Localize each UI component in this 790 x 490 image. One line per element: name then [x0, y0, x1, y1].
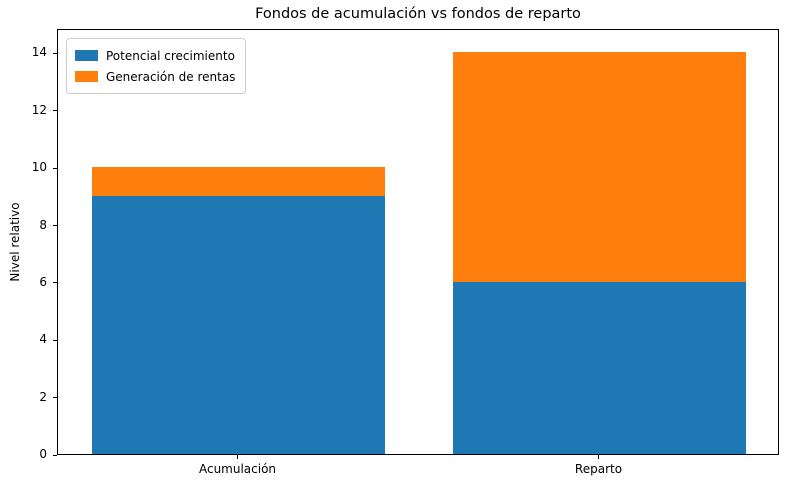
- bar-segment: [92, 195, 385, 454]
- y-tick-mark: [53, 339, 57, 341]
- bar-segment: [453, 281, 746, 454]
- x-tick-label: Reparto: [574, 462, 623, 476]
- legend-item: Generación de rentas: [75, 66, 235, 87]
- y-tick-label: 8: [39, 217, 47, 232]
- y-tick-label: 4: [39, 332, 47, 347]
- legend-item: Potencial crecimiento: [75, 45, 235, 66]
- y-tick-mark: [53, 52, 57, 54]
- x-tick-label: Acumulación: [198, 462, 277, 476]
- y-tick-mark: [53, 110, 57, 112]
- legend: Potencial crecimiento Generación de renta…: [66, 38, 247, 94]
- y-tick-label: 10: [31, 160, 47, 175]
- y-tick-label: 2: [39, 389, 47, 404]
- y-tick-mark: [53, 397, 57, 399]
- y-tick-mark: [53, 454, 57, 456]
- plot-area: Potencial crecimiento Generación de renta…: [57, 29, 779, 455]
- y-tick-label: 12: [31, 102, 47, 117]
- legend-item-label: Potencial crecimiento: [106, 48, 235, 63]
- y-tick-mark: [53, 167, 57, 169]
- legend-swatch: [75, 71, 98, 82]
- x-tick-mark: [598, 455, 599, 459]
- legend-swatch: [75, 50, 98, 61]
- bar-segment: [92, 167, 385, 196]
- x-tick-mark: [237, 455, 238, 459]
- legend-item-label: Generación de rentas: [106, 69, 236, 84]
- y-axis-label: Nivel relativo: [8, 202, 22, 282]
- y-tick-mark: [53, 282, 57, 284]
- bar-segment: [453, 52, 746, 282]
- y-tick-label: 14: [31, 45, 47, 60]
- y-tick-label: 0: [39, 447, 47, 461]
- chart-title: Fondos de acumulación vs fondos de repar…: [255, 6, 581, 22]
- y-tick-label: 6: [39, 274, 47, 289]
- y-tick-mark: [53, 225, 57, 226]
